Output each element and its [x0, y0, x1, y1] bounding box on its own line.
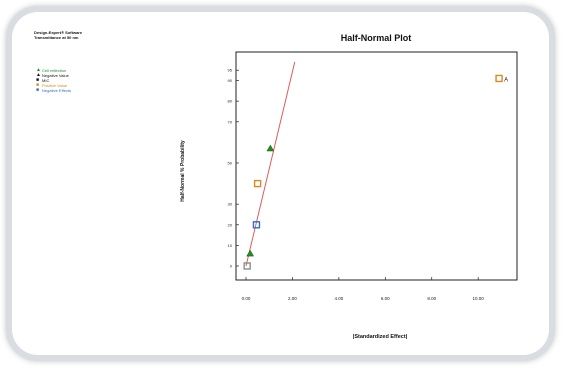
- y-tick-label: 95: [228, 68, 233, 73]
- point-label: A: [504, 77, 508, 83]
- y-tick-label: 30: [228, 202, 233, 207]
- y-tick-label: 90: [228, 78, 233, 83]
- x-tick-label: 8.00: [427, 296, 436, 301]
- x-tick-label: 2.00: [288, 296, 297, 301]
- y-tick-label: 70: [228, 119, 233, 124]
- x-tick-label: 6.00: [381, 296, 390, 301]
- x-tick-label: 4.00: [334, 296, 343, 301]
- y-tick-label: 0: [230, 264, 233, 269]
- plot-area: [236, 52, 517, 280]
- y-tick-label: 50: [228, 160, 233, 165]
- x-tick-label: 0.00: [242, 296, 251, 301]
- x-tick-label: 10.00: [473, 296, 485, 301]
- y-tick-label: 20: [228, 222, 233, 227]
- y-tick-label: 10: [228, 243, 233, 248]
- y-tick-label: 80: [228, 99, 233, 104]
